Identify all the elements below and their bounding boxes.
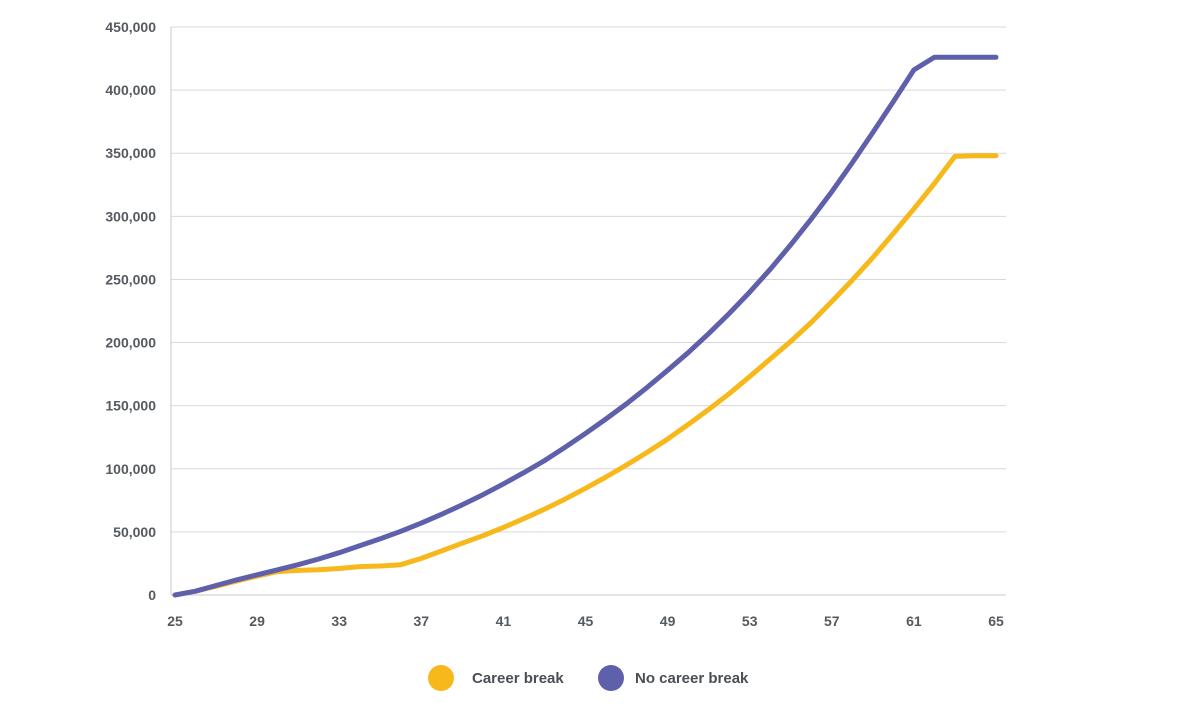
x-tick-labels: 25 29 33 37 41 45 49 53 57 61 65 [167,613,1004,629]
series-line-no-career-break [172,54,999,598]
legend-item-career-break[interactable]: Career break [428,665,564,691]
x-tick-label: 61 [906,613,922,629]
axes [170,27,1006,596]
x-tick-label: 53 [742,613,758,629]
gridlines [171,26,1006,533]
y-tick-label: 450,000 [105,19,156,35]
x-tick-label: 25 [167,613,183,629]
x-tick-label: 57 [824,613,840,629]
y-tick-label: 50,000 [113,524,156,540]
legend-swatch-career-break [428,665,454,691]
x-tick-label: 29 [249,613,265,629]
y-tick-label: 350,000 [105,145,156,161]
x-tick-label: 65 [988,613,1004,629]
x-tick-label: 45 [578,613,594,629]
y-tick-label: 400,000 [105,82,156,98]
legend: Career break No career break [428,665,749,691]
y-tick-labels: 0 50,000 100,000 150,000 200,000 250,000 300,0… [105,19,156,603]
y-tick-label: 150,000 [105,398,156,414]
legend-swatch-no-career-break [598,665,624,691]
legend-label-no-career-break: No career break [635,670,749,687]
y-tick-label: 250,000 [105,271,156,287]
legend-label-career-break: Career break [472,670,564,687]
y-tick-label: 300,000 [105,208,156,224]
x-tick-label: 37 [414,613,430,629]
x-tick-label: 33 [331,613,347,629]
legend-item-no-career-break[interactable]: No career break [598,665,749,691]
y-tick-label: 100,000 [105,461,156,477]
x-tick-label: 49 [660,613,676,629]
series-lines [172,54,999,598]
x-tick-label: 41 [496,613,512,629]
y-tick-label: 200,000 [105,335,156,351]
series-line-career-break [193,153,999,594]
y-tick-label: 0 [148,587,156,603]
